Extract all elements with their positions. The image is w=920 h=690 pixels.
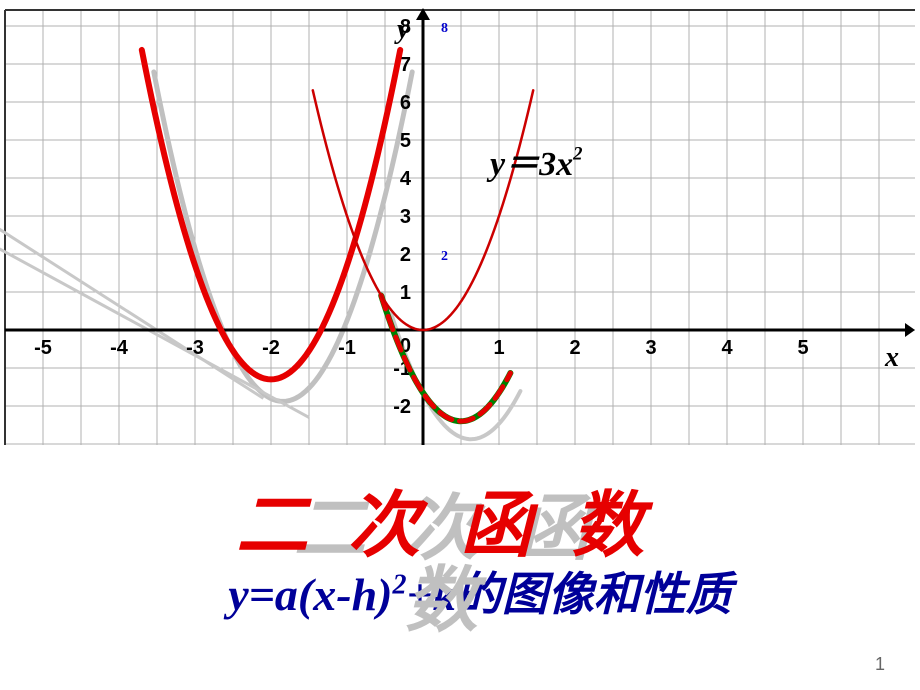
chart-area: -5-4-3-2-112345-2-1123456780xy28y＝3x2 [0,0,920,480]
chart-svg: -5-4-3-2-112345-2-1123456780xy28y＝3x2 [0,0,920,480]
svg-text:2: 2 [569,337,580,359]
svg-text:6: 6 [400,92,411,114]
page-number: 1 [875,654,885,675]
svg-text:2: 2 [441,249,448,264]
svg-text:2: 2 [400,244,411,266]
svg-text:x: x [884,342,899,373]
title-front: 二次函数 [236,486,684,566]
svg-text:-3: -3 [186,337,204,359]
main-title: 二次函数 二次函数 [236,490,684,562]
svg-text:-2: -2 [262,337,280,359]
svg-text:-1: -1 [338,337,356,359]
svg-text:y: y [394,14,410,45]
svg-text:3: 3 [645,337,656,359]
svg-text:5: 5 [400,130,411,152]
svg-text:1: 1 [400,282,411,304]
svg-text:8: 8 [441,21,448,36]
svg-text:4: 4 [721,337,733,359]
svg-text:-5: -5 [34,337,52,359]
svg-text:4: 4 [400,168,412,190]
svg-text:5: 5 [797,337,808,359]
svg-text:1: 1 [493,337,504,359]
svg-text:3: 3 [400,206,411,228]
svg-text:-2: -2 [393,396,411,418]
title-area: 二次函数 二次函数 y=a(x-h)2+k的图像和性质 [0,480,920,622]
svg-text:-4: -4 [110,337,129,359]
svg-text:y＝3x2: y＝3x2 [486,144,582,183]
